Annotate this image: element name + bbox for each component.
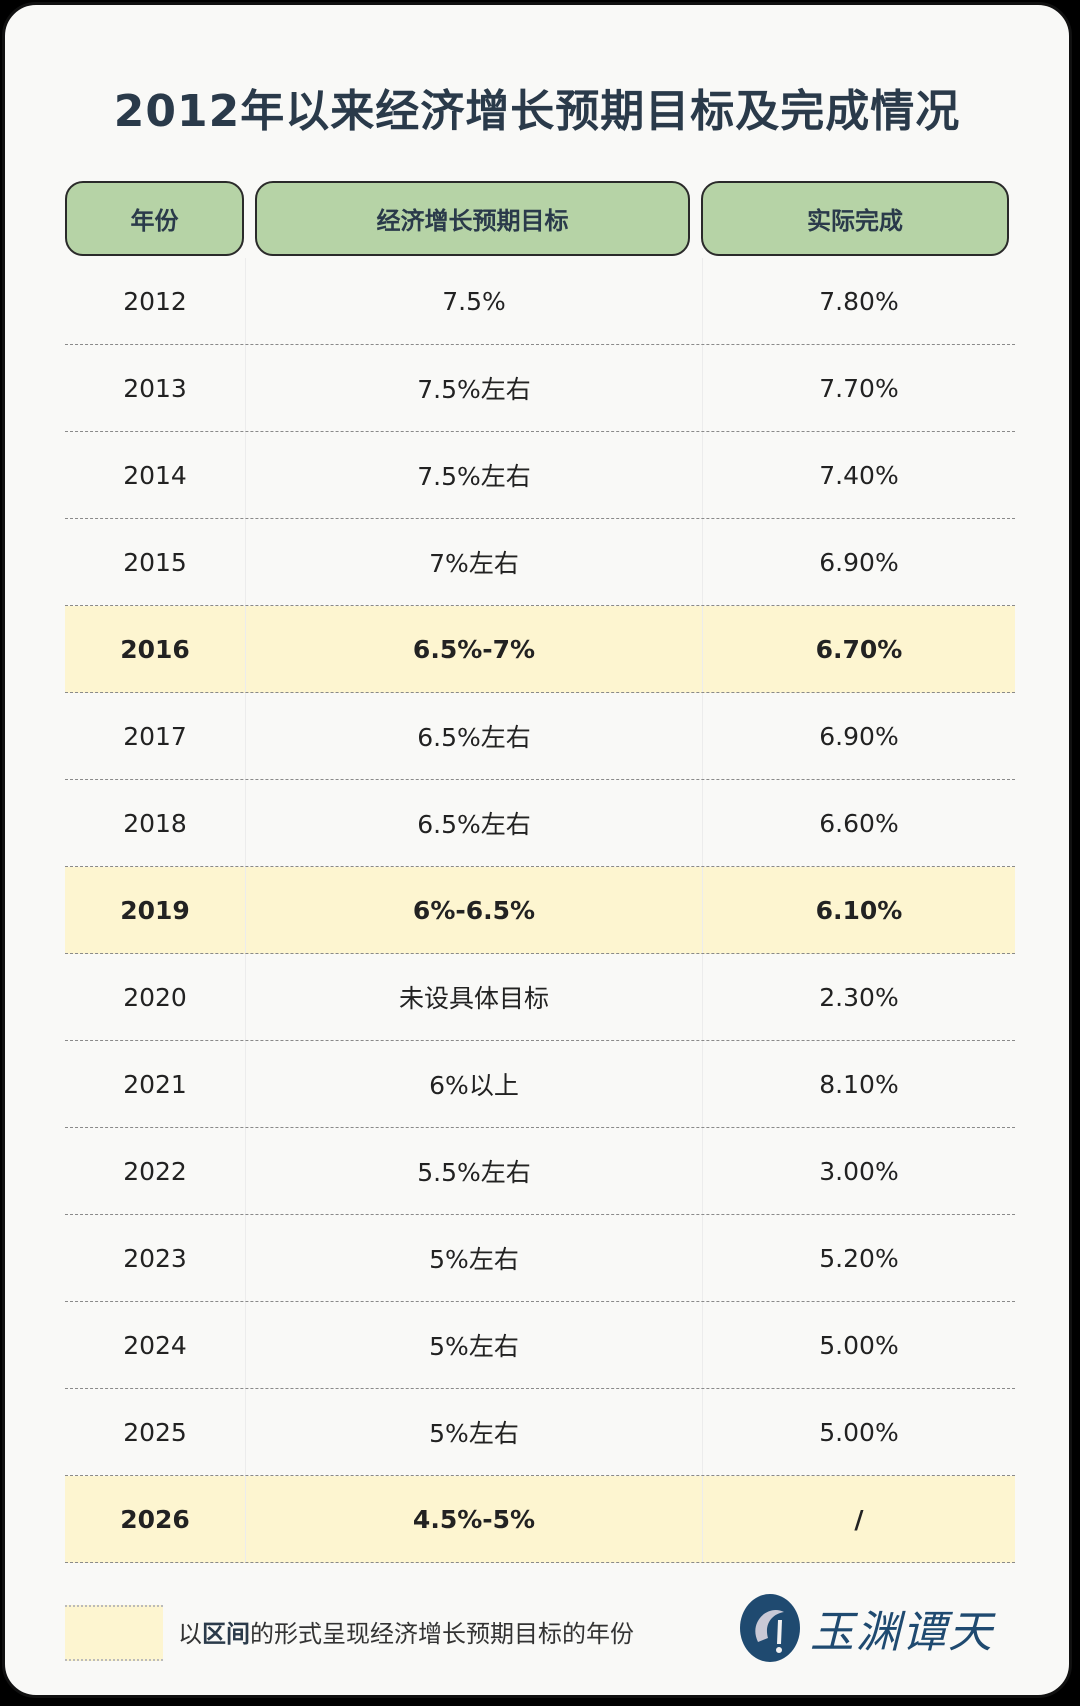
cell-year: 2018 [65, 780, 246, 866]
cell-target: 7.5% [246, 258, 703, 344]
cell-actual: 5.00% [819, 1417, 899, 1447]
header-actual: 实际完成 [701, 181, 1009, 256]
cell-year: 2015 [65, 519, 246, 605]
cell-actual: 2.30% [819, 982, 899, 1012]
cell-target: 7.5%左右 [246, 345, 703, 431]
cell-target: 6%-6.5% [246, 867, 703, 953]
table-row: 2015 7%左右 6.90% [65, 519, 1015, 606]
page-title: 2012年以来经济增长预期目标及完成情况 [113, 86, 961, 137]
cell-target: 6%以上 [246, 1041, 703, 1127]
legend-text: 以区间的形式呈现经济增长预期目标的年份 [178, 1614, 634, 1649]
cell-target: 6.5%左右 [246, 780, 703, 866]
cell-target: 7.5%左右 [246, 432, 703, 518]
cell-year: 2013 [65, 345, 246, 431]
table-row: 2019 6%-6.5% 6.10% [65, 867, 1015, 954]
table-row: 2018 6.5%左右 6.60% [65, 780, 1015, 867]
cell-actual: 8.10% [819, 1069, 899, 1099]
cell-target: 4.5%-5% [246, 1476, 703, 1562]
cell-year: 2025 [65, 1389, 246, 1475]
table-row: 2026 4.5%-5% / [65, 1476, 1015, 1563]
legend-swatch [65, 1605, 163, 1661]
cell-target: 未设具体目标 [246, 954, 703, 1040]
logo-emblem-icon [740, 1594, 800, 1662]
cell-actual: 5.20% [819, 1243, 899, 1273]
cell-year: 2014 [65, 432, 246, 518]
table-row: 2023 5%左右 5.20% [65, 1215, 1015, 1302]
table-row: 2013 7.5%左右 7.70% [65, 345, 1015, 432]
cell-year: 2012 [65, 258, 246, 344]
logo-text: 玉渊谭天 [810, 1607, 994, 1658]
table-row: 2014 7.5%左右 7.40% [65, 432, 1015, 519]
table-row: 2021 6%以上 8.10% [65, 1041, 1015, 1128]
table-row: 2012 7.5% 7.80% [65, 258, 1015, 345]
cell-actual: 6.60% [819, 808, 899, 838]
cell-target: 5%左右 [246, 1389, 703, 1475]
cell-target: 5.5%左右 [246, 1128, 703, 1214]
legend-suffix: 的形式呈现经济增长预期目标的年份 [250, 1620, 634, 1648]
logo: 玉渊谭天 [738, 1592, 994, 1664]
table-row: 2017 6.5%左右 6.90% [65, 693, 1015, 780]
legend-bold: 区间 [202, 1620, 250, 1648]
table-row: 2020 未设具体目标 2.30% [65, 954, 1015, 1041]
cell-actual: 3.00% [819, 1156, 899, 1186]
cell-year: 2024 [65, 1302, 246, 1388]
cell-year: 2019 [65, 867, 246, 953]
cell-actual: / [854, 1504, 864, 1534]
cell-year: 2016 [65, 606, 246, 692]
cell-actual: 7.40% [819, 460, 899, 490]
cell-target: 6.5%-7% [246, 606, 703, 692]
cell-target: 5%左右 [246, 1215, 703, 1301]
cell-target: 7%左右 [246, 519, 703, 605]
cell-actual: 6.90% [819, 721, 899, 751]
table-row: 2025 5%左右 5.00% [65, 1389, 1015, 1476]
cell-actual: 7.80% [819, 286, 899, 316]
cell-year: 2023 [65, 1215, 246, 1301]
cell-year: 2021 [65, 1041, 246, 1127]
cell-target: 5%左右 [246, 1302, 703, 1388]
cell-actual: 7.70% [819, 373, 899, 403]
cell-actual: 6.90% [819, 547, 899, 577]
header-target: 经济增长预期目标 [255, 181, 690, 256]
cell-year: 2017 [65, 693, 246, 779]
table-row: 2016 6.5%-7% 6.70% [65, 606, 1015, 693]
cell-actual: 5.00% [819, 1330, 899, 1360]
cell-year: 2026 [65, 1476, 246, 1562]
table-row: 2022 5.5%左右 3.00% [65, 1128, 1015, 1215]
cell-year: 2020 [65, 954, 246, 1040]
cell-actual: 6.10% [815, 895, 903, 925]
header-year: 年份 [65, 181, 244, 256]
table-row: 2024 5%左右 5.00% [65, 1302, 1015, 1389]
legend-prefix: 以 [178, 1620, 202, 1648]
cell-year: 2022 [65, 1128, 246, 1214]
cell-actual: 6.70% [815, 634, 903, 664]
cell-target: 6.5%左右 [246, 693, 703, 779]
table-body: 2012 7.5% 7.80% 2013 7.5%左右 7.70% 2014 7.5%左右 7.… [65, 258, 1015, 1563]
